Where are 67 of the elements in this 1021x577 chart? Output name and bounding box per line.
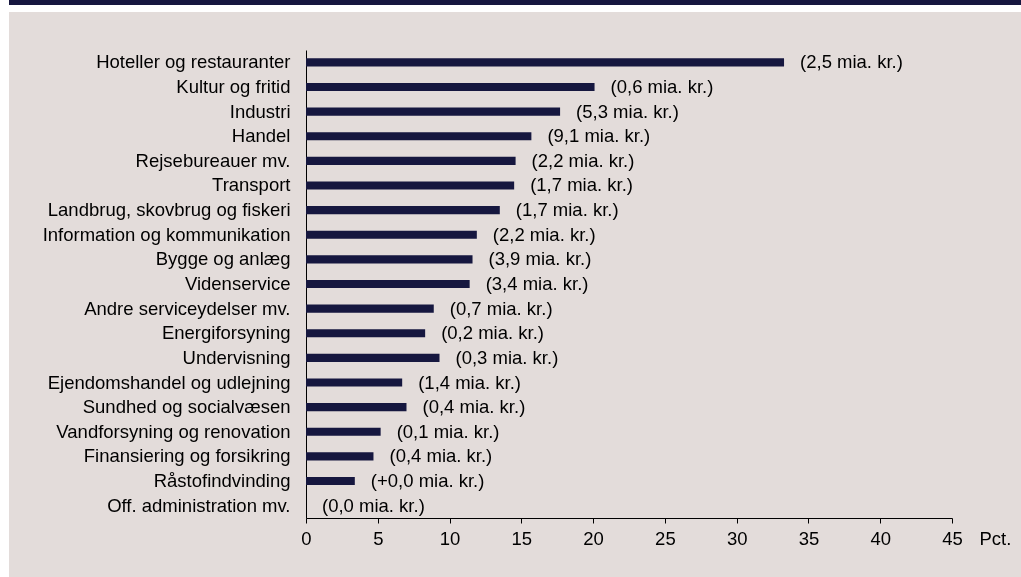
bar: [306, 107, 561, 116]
x-tick-label: 5: [373, 527, 384, 549]
y-tick-label: Bygge og anlæg: [155, 248, 291, 270]
y-tick-label: Vandforsyning og renovation: [56, 420, 291, 442]
y-tick-label: Råstofindvinding: [153, 470, 291, 492]
y-tick-label: Videnservice: [184, 273, 291, 294]
y-tick-label: Rejsebureauer mv.: [135, 149, 291, 171]
x-tick-label: 15: [511, 527, 533, 549]
y-tick-label: Undervisning: [182, 346, 291, 368]
annotation: (1,7 mia. kr.): [530, 174, 633, 196]
x-tick-label: 40: [870, 527, 892, 549]
annotation: (0,3 mia. kr.): [455, 346, 559, 368]
annotation: (5,3 mia. kr.): [576, 100, 679, 122]
x-tick-label: 10: [439, 527, 461, 549]
bar: [306, 353, 440, 362]
y-tick-label: Finansiering og forsikring: [83, 445, 291, 467]
y-tick-label: Handel: [231, 125, 291, 147]
bar: [306, 255, 473, 264]
annotation: (2,5 mia. kr.): [800, 51, 903, 73]
bar: [306, 82, 595, 92]
x-tick-label: 20: [583, 527, 604, 549]
annotation: (+0,0 mia. kr.): [370, 470, 485, 492]
annotation: (0,0 mia. kr.): [322, 494, 425, 516]
y-tick-label: Ejendomshandel og udlejning: [47, 371, 291, 393]
bar: [306, 181, 515, 190]
annotation: (0,2 mia. kr.): [441, 322, 544, 344]
annotation: (0,7 mia. kr.): [449, 297, 553, 319]
annotation: (2,2 mia. kr.): [531, 149, 635, 171]
y-tick-label: Transport: [212, 174, 291, 196]
annotation: (1,7 mia. kr.): [515, 199, 619, 221]
y-tick-label: Landbrug, skovbrug og fiskeri: [47, 199, 291, 221]
annotation: (3,9 mia. kr.): [488, 248, 592, 270]
bar: [306, 427, 381, 436]
y-tick-label: Andre serviceydelser mv.: [84, 297, 291, 319]
x-tick-label: 35: [798, 527, 820, 549]
annotation: (2,2 mia. kr.): [492, 223, 596, 245]
bar: [306, 58, 785, 67]
y-tick-label: Off. administration mv.: [107, 494, 291, 516]
bar: [306, 403, 407, 412]
annotation: (1,4 mia. kr.): [418, 371, 521, 393]
bar: [306, 452, 374, 461]
x-tick-label: 45: [942, 527, 963, 549]
bar: [306, 156, 516, 165]
bar: [306, 329, 426, 338]
y-tick-label: Industri: [229, 100, 291, 122]
y-tick-label: Hoteller og restauranter: [96, 51, 291, 73]
y-tick-label: Kultur og fritid: [176, 75, 291, 97]
bar: [306, 132, 532, 141]
y-tick-label: Information og kommunikation: [42, 223, 291, 245]
annotation: (0,4 mia. kr.): [389, 445, 493, 467]
bar: [306, 378, 403, 387]
bar: [306, 230, 477, 239]
annotation: (0,1 mia. kr.): [396, 420, 500, 442]
annotation: (0,6 mia. kr.): [610, 75, 714, 97]
y-tick-label: Energiforsyning: [161, 322, 291, 344]
bar: [306, 279, 470, 289]
annotation: (3,4 mia. kr.): [485, 273, 589, 294]
annotation: (9,1 mia. kr.): [547, 125, 651, 147]
x-axis-title: Pct.: [979, 527, 1012, 549]
bar: [306, 476, 355, 486]
y-tick-label: Sundhed og socialvæsen: [82, 396, 291, 418]
bar: [306, 206, 500, 215]
annotation: (0,4 mia. kr.): [422, 396, 526, 418]
x-tick-label: 0: [301, 527, 312, 549]
x-tick-label: 30: [726, 527, 748, 549]
bar: [306, 304, 434, 313]
x-tick-label: 25: [655, 527, 676, 549]
